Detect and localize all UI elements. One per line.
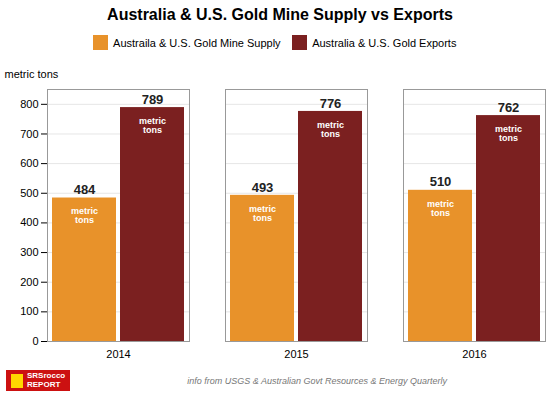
html-text:REPORT: REPORT <box>27 379 61 389</box>
svg-text:800: 800 <box>20 97 38 109</box>
html-text:Australia & U.S. Gold Mine Sup: Australia & U.S. Gold Mine Supply vs Exp… <box>107 6 453 23</box>
svg-text:493: 493 <box>252 179 274 194</box>
html-text:Austraila & U.S. Gold Mine Sup: Austraila & U.S. Gold Mine Supply <box>113 36 281 49</box>
svg-text:600: 600 <box>20 157 38 169</box>
svg-text:2016: 2016 <box>462 348 486 360</box>
svg-text:700: 700 <box>20 127 38 139</box>
html-text:Australia & U.S. Gold Exports: Australia & U.S. Gold Exports <box>312 36 457 49</box>
svg-text:metric tons: metric tons <box>5 68 59 80</box>
html-text:info from USGS & Australian Go: info from USGS & Australian Govt Resourc… <box>187 375 447 386</box>
svg-text:metrictons: metrictons <box>427 198 454 217</box>
svg-text:300: 300 <box>20 246 38 258</box>
svg-text:metrictons: metrictons <box>249 203 276 222</box>
svg-text:metrictons: metrictons <box>71 206 98 225</box>
svg-text:200: 200 <box>20 275 38 287</box>
svg-text:100: 100 <box>20 305 38 317</box>
svg-text:510: 510 <box>430 174 452 189</box>
svg-text:500: 500 <box>20 186 38 198</box>
html-text:SRSrocco: SRSrocco <box>27 370 66 380</box>
svg-text:776: 776 <box>320 95 342 110</box>
svg-text:metrictons: metrictons <box>317 119 344 138</box>
svg-text:789: 789 <box>142 91 164 106</box>
svg-text:metrictons: metrictons <box>139 115 166 134</box>
svg-text:762: 762 <box>498 99 520 114</box>
svg-text:400: 400 <box>20 216 38 228</box>
svg-text:metrictons: metrictons <box>495 123 522 142</box>
svg-text:2015: 2015 <box>284 348 308 360</box>
svg-text:2014: 2014 <box>106 348 130 360</box>
svg-text:0: 0 <box>32 335 38 347</box>
svg-text:484: 484 <box>74 182 96 197</box>
